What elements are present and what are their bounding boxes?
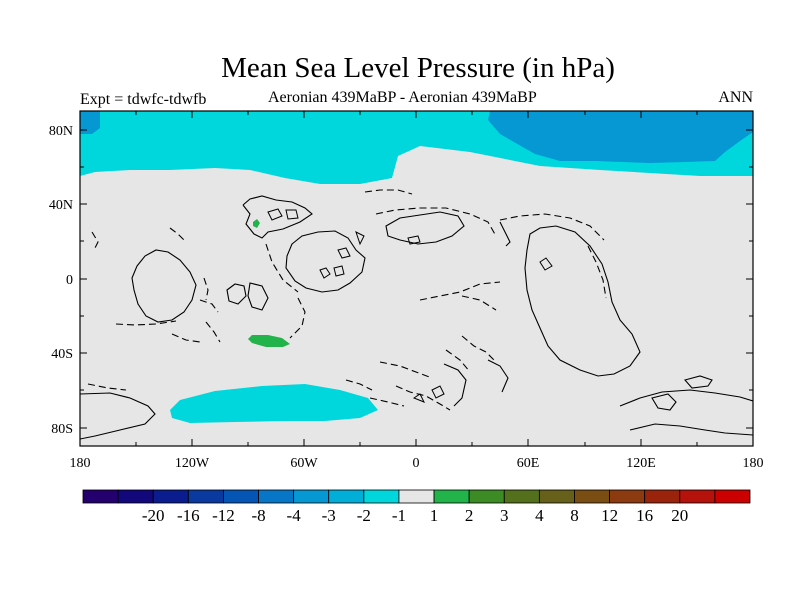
y-label-0: 0 xyxy=(66,273,73,288)
colorbar-labels: -20 -16 -12 -8 -4 -3 -2 -1 1 2 3 4 8 12 16 20 xyxy=(142,506,688,525)
colorbar-label: -1 xyxy=(392,506,406,525)
x-label-180e: 180 xyxy=(743,456,764,471)
colorbar-swatch xyxy=(328,489,365,504)
colorbar xyxy=(82,489,751,504)
south-low-region xyxy=(170,384,378,423)
colorbar-label: -3 xyxy=(322,506,336,525)
y-label-80s: 80S xyxy=(51,422,73,437)
colorbar-swatch xyxy=(609,489,646,504)
colorbar-label: -16 xyxy=(177,506,200,525)
colorbar-label: 1 xyxy=(430,506,439,525)
y-label-40s: 40S xyxy=(51,347,73,362)
colorbar-swatch xyxy=(644,489,681,504)
colorbar-swatch xyxy=(152,489,189,504)
colorbar-label: -8 xyxy=(251,506,265,525)
x-label-180w: 180 xyxy=(70,456,91,471)
x-label-120e: 120E xyxy=(626,456,656,471)
x-label-60w: 60W xyxy=(290,456,318,471)
colorbar-label: 20 xyxy=(671,506,688,525)
x-label-60e: 60E xyxy=(517,456,540,471)
dashed-coastlines xyxy=(87,189,607,411)
colorbar-swatch xyxy=(714,489,751,504)
period-label: Aeronian 439MaBP - Aeronian 439MaBP xyxy=(268,89,537,106)
northeast-strong-low-region xyxy=(488,111,753,163)
colorbar-swatch xyxy=(538,489,575,504)
x-label-0: 0 xyxy=(413,456,420,471)
colorbar-swatch xyxy=(223,489,259,504)
high-pressure-patch-north xyxy=(253,219,260,228)
high-pressure-patch-south xyxy=(248,335,290,347)
colorbar-label: 3 xyxy=(500,506,509,525)
x-axis-ticks xyxy=(135,111,698,446)
colorbar-swatch xyxy=(82,489,119,504)
coastlines xyxy=(80,195,753,440)
colorbar-label: 16 xyxy=(636,506,653,525)
colorbar-swatch xyxy=(433,489,470,504)
y-label-40n: 40N xyxy=(49,198,73,213)
y-label-80n: 80N xyxy=(49,124,73,139)
colorbar-swatch xyxy=(574,489,610,504)
colorbar-swatch xyxy=(258,489,295,504)
map-title: Mean Sea Level Pressure (in hPa) xyxy=(221,52,615,84)
colorbar-swatch xyxy=(468,489,505,504)
colorbar-swatch xyxy=(187,489,224,504)
northwest-strong-low-region xyxy=(80,111,100,134)
colorbar-label: 2 xyxy=(465,506,474,525)
colorbar-label: -2 xyxy=(357,506,371,525)
colorbar-swatch xyxy=(293,489,330,504)
colorbar-label: -4 xyxy=(287,506,302,525)
colorbar-swatch xyxy=(363,489,400,504)
experiment-label: Expt = tdwfc-tdwfb xyxy=(80,91,207,108)
islands xyxy=(267,208,553,403)
y-axis-ticks xyxy=(80,129,753,429)
season-label: ANN xyxy=(718,89,753,106)
colorbar-swatch xyxy=(117,489,154,504)
colorbar-swatch xyxy=(398,489,435,504)
colorbar-label: 12 xyxy=(601,506,618,525)
colorbar-swatch xyxy=(679,489,716,504)
colorbar-swatch xyxy=(503,489,540,504)
colorbar-label: -12 xyxy=(212,506,235,525)
x-label-120w: 120W xyxy=(175,456,210,471)
colorbar-label: -20 xyxy=(142,506,165,525)
colorbar-label: 4 xyxy=(535,506,544,525)
colorbar-label: 8 xyxy=(570,506,579,525)
